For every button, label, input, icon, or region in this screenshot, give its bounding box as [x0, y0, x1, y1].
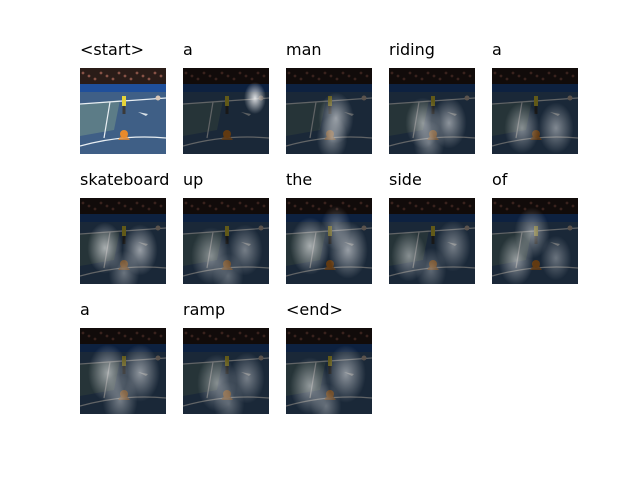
caption-token-label: <end> — [286, 300, 343, 319]
attention-map — [286, 68, 372, 154]
stands-area — [80, 68, 166, 84]
crowd-dot — [111, 77, 115, 81]
attention-glow — [498, 234, 534, 284]
crowd-dot — [141, 74, 145, 78]
banner-strip — [80, 84, 166, 92]
crowd-dot — [105, 74, 109, 78]
attention-map — [389, 68, 475, 154]
caption-token-label: a — [80, 300, 90, 319]
crowd-dot — [93, 77, 97, 81]
caption-token-label: up — [183, 170, 204, 189]
caption-token-label: ramp — [183, 300, 226, 319]
crowd-dot — [159, 74, 163, 78]
crowd-dot — [153, 71, 157, 75]
attention-cell: skateboard — [80, 170, 170, 284]
attention-cell: <end> — [286, 300, 372, 414]
attention-map — [80, 328, 166, 414]
crowd-dot — [129, 77, 133, 81]
player-figure — [122, 96, 126, 106]
court-panel — [80, 100, 120, 136]
orange-mark — [118, 132, 130, 140]
attention-glow — [102, 374, 138, 414]
crowd-dot — [117, 71, 121, 75]
attention-map — [492, 198, 578, 284]
crowd-dot — [99, 71, 103, 75]
attention-map — [286, 328, 372, 414]
caption-token-label: the — [286, 170, 313, 189]
attention-map — [183, 328, 269, 414]
spectator-figure — [155, 95, 161, 101]
attention-glow — [326, 345, 366, 403]
attention-glow — [320, 205, 352, 251]
attention-cell: <start> — [80, 40, 166, 154]
crowd-dot — [81, 71, 85, 75]
attention-map — [286, 198, 372, 284]
caption-token-label: a — [492, 40, 502, 59]
crowd-dot — [135, 71, 139, 75]
attention-cell: ramp — [183, 300, 269, 414]
attention-map — [80, 198, 166, 284]
court-line — [103, 101, 111, 139]
attention-glow — [415, 247, 447, 284]
caption-token-label: side — [389, 170, 422, 189]
attention-cell: a — [183, 40, 269, 154]
attention-map — [183, 68, 269, 154]
attention-glow — [413, 120, 445, 154]
attention-cell: of — [492, 170, 578, 284]
attention-glow — [310, 383, 342, 414]
crowd-dot — [123, 74, 127, 78]
court-marking — [138, 112, 148, 116]
crowd-dot — [147, 77, 151, 81]
attention-cell: the — [286, 170, 372, 284]
attention-cell: a — [80, 300, 166, 414]
crowd-dot — [87, 74, 91, 78]
attention-glow — [212, 253, 244, 284]
attention-cell: man — [286, 40, 372, 154]
caption-token-label: man — [286, 40, 322, 59]
attention-glow — [213, 381, 245, 414]
attention-glow — [244, 82, 266, 114]
attention-glow — [290, 217, 330, 275]
attention-map — [389, 198, 475, 284]
caption-token-label: riding — [389, 40, 435, 59]
caption-token-label: a — [183, 40, 193, 59]
attention-cell: side — [389, 170, 475, 284]
attention-cell: up — [183, 170, 269, 284]
attention-glow — [538, 102, 574, 154]
caption-token-label: <start> — [80, 40, 145, 59]
attention-cell: a — [492, 40, 578, 154]
attention-cell: riding — [389, 40, 475, 154]
attention-glow — [504, 102, 540, 154]
caption-token-label: of — [492, 170, 508, 189]
attention-glow — [108, 250, 140, 284]
source-image — [80, 68, 166, 154]
caption-token-label: skateboard — [80, 170, 170, 189]
attention-map — [492, 68, 578, 154]
attention-glow — [316, 115, 348, 154]
player-legs — [122, 106, 126, 114]
attention-glow — [540, 235, 572, 281]
attention-map — [183, 198, 269, 284]
